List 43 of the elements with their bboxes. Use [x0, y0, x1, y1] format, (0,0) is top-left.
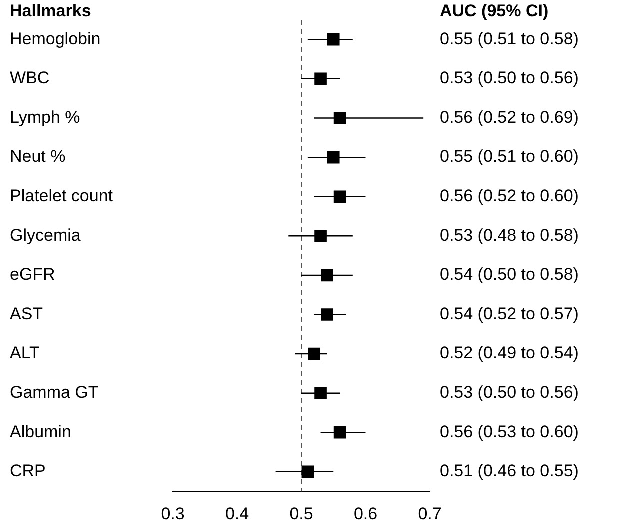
- point: [334, 190, 346, 204]
- data-label: 0.53 (0.48 to 0.58): [440, 226, 579, 245]
- x-tick-label: 0.3: [161, 504, 185, 524]
- point: [334, 426, 346, 439]
- data-label: 0.56 (0.53 to 0.60): [440, 422, 579, 442]
- point: [302, 466, 314, 478]
- point: [334, 112, 346, 124]
- data-label: 0.56 (0.52 to 0.60): [440, 186, 579, 206]
- point: [327, 33, 340, 46]
- y-tick-label: WBC: [10, 68, 50, 88]
- point: [314, 230, 327, 242]
- point: [321, 269, 334, 282]
- y-tick-label: Albumin: [10, 422, 72, 442]
- y-tick-label: Glycemia: [10, 226, 82, 245]
- y-tick-label: Neut %: [10, 147, 66, 166]
- data-label: 0.55 (0.51 to 0.60): [440, 147, 579, 166]
- x-tick-label: 0.5: [290, 504, 314, 524]
- point: [314, 72, 327, 86]
- y-tick-label: CRP: [10, 462, 46, 481]
- data-label: 0.51 (0.46 to 0.55): [440, 462, 579, 481]
- data-label: 0.56 (0.52 to 0.69): [440, 108, 579, 127]
- data-label: 0.54 (0.50 to 0.58): [440, 265, 579, 284]
- x-tick-label: 0.7: [418, 504, 442, 524]
- point: [327, 151, 340, 164]
- text: AUC (95% CI): [440, 2, 549, 21]
- y-tick-label: Hemoglobin: [10, 29, 101, 48]
- y-tick-label: Gamma GT: [10, 383, 99, 402]
- point: [308, 348, 321, 360]
- data-label: 0.54 (0.52 to 0.57): [440, 304, 579, 324]
- y-tick-label: Platelet count: [10, 186, 114, 206]
- y-tick-label: Lymph %: [10, 108, 80, 127]
- data-label: 0.55 (0.51 to 0.58): [440, 29, 579, 48]
- data-label: 0.53 (0.50 to 0.56): [440, 68, 579, 88]
- y-tick-label: AST: [10, 304, 44, 324]
- data-label: 0.52 (0.49 to 0.54): [440, 344, 579, 363]
- point: [314, 387, 327, 400]
- data-label: 0.53 (0.50 to 0.56): [440, 383, 579, 402]
- x-tick-label: 0.4: [225, 504, 250, 524]
- y-tick-label: ALT: [10, 344, 40, 363]
- point: [321, 308, 334, 321]
- y-tick-label: eGFR: [10, 265, 56, 284]
- x-tick-label: 0.6: [354, 504, 378, 524]
- y-axis-title: Hallmarks: [10, 2, 92, 21]
